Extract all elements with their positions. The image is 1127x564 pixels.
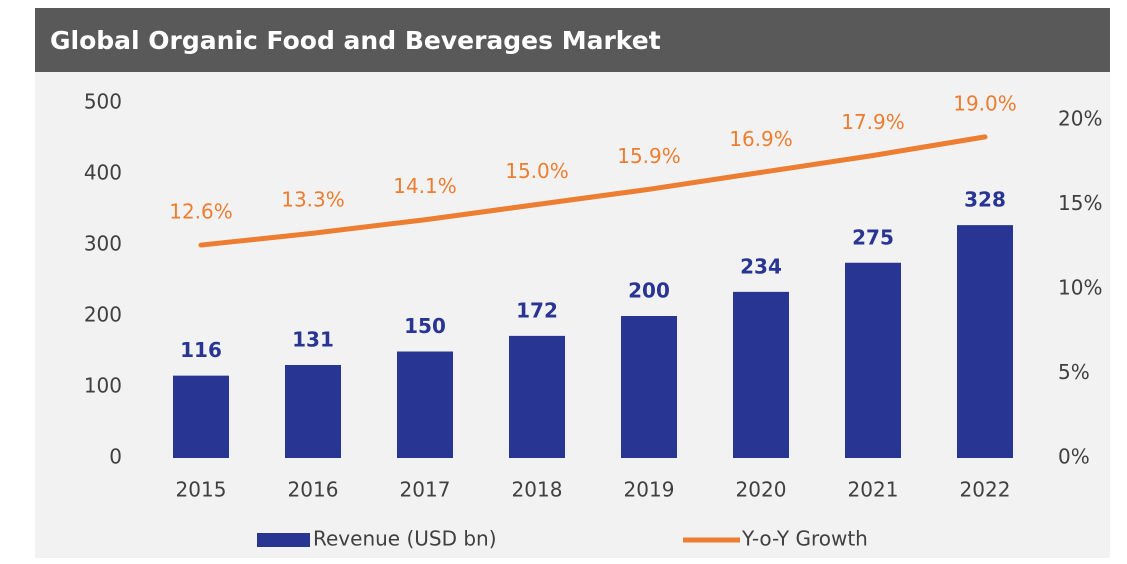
line-value-label: 19.0%	[953, 91, 1017, 115]
chart-background	[35, 8, 1110, 558]
y-tick-label: 400	[84, 161, 122, 185]
x-tick-label: 2021	[848, 478, 899, 502]
line-value-label: 14.1%	[393, 174, 457, 198]
x-tick-label: 2015	[176, 478, 227, 502]
y-tick-label: 300	[84, 232, 122, 256]
bar-value-label: 131	[292, 327, 334, 351]
chart-title: Global Organic Food and Beverages Market	[50, 26, 661, 55]
y2-tick-label: 15%	[1058, 191, 1102, 215]
bar	[621, 316, 677, 458]
bar	[285, 364, 341, 458]
bar	[733, 291, 789, 458]
bar-value-label: 150	[404, 314, 446, 338]
x-tick-label: 2017	[400, 478, 451, 502]
legend-label: Y-o-Y Growth	[741, 527, 868, 551]
line-value-label: 13.3%	[281, 188, 345, 212]
bar	[957, 225, 1013, 458]
y2-tick-label: 0%	[1058, 445, 1090, 469]
y-tick-label: 200	[84, 303, 122, 327]
y2-tick-label: 10%	[1058, 276, 1102, 300]
y-tick-label: 100	[84, 374, 122, 398]
bar-value-label: 116	[180, 338, 222, 362]
y2-tick-label: 5%	[1058, 360, 1090, 384]
y-tick-label: 0	[109, 445, 122, 469]
line	[198, 134, 988, 248]
bar-value-label: 328	[964, 188, 1006, 212]
legend-label: Revenue (USD bn)	[313, 527, 497, 551]
y-tick-label: 500	[84, 90, 122, 114]
bar	[397, 351, 453, 458]
x-tick-label: 2016	[288, 478, 339, 502]
bar-value-label: 275	[852, 225, 894, 249]
bar-value-label: 200	[628, 279, 670, 303]
line-value-label: 15.9%	[617, 144, 681, 168]
bar	[509, 335, 565, 458]
line-value-label: 17.9%	[841, 110, 905, 134]
line-value-label: 16.9%	[729, 127, 793, 151]
legend-swatch	[257, 533, 310, 547]
x-tick-label: 2019	[624, 478, 675, 502]
bar	[173, 375, 229, 458]
bar	[845, 262, 901, 458]
x-tick-label: 2022	[960, 478, 1011, 502]
title-bar	[35, 8, 1110, 72]
x-tick-label: 2020	[736, 478, 787, 502]
bar-value-label: 234	[740, 254, 782, 278]
y2-tick-label: 20%	[1058, 107, 1102, 131]
line-value-label: 12.6%	[169, 200, 233, 224]
bar-value-label: 172	[516, 298, 558, 322]
x-tick-label: 2018	[512, 478, 563, 502]
line-value-label: 15.0%	[505, 159, 569, 183]
